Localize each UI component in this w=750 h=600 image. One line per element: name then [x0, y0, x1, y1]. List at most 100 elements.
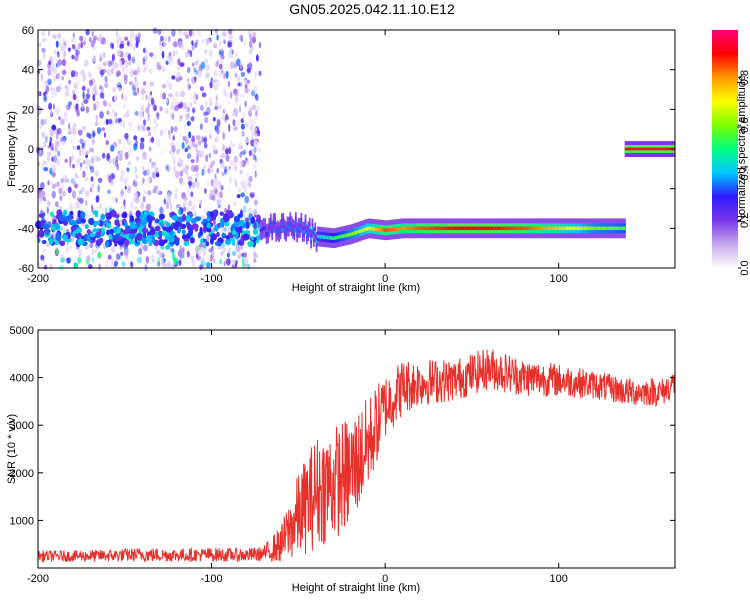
- noise-blob: [108, 158, 112, 164]
- noise-blob: [142, 165, 145, 173]
- noise-blob: [82, 71, 85, 77]
- noise-blob: [229, 139, 233, 148]
- noise-blob: [55, 106, 61, 115]
- trace-core: [589, 226, 592, 231]
- trace-core: [299, 226, 301, 230]
- noise-blob: [98, 263, 101, 271]
- trace-core: [583, 226, 586, 231]
- band-blob: [168, 234, 175, 243]
- trace-core: [587, 226, 590, 231]
- noise-blob: [191, 43, 195, 51]
- band-blob: [124, 239, 130, 247]
- noise-blob: [186, 250, 190, 258]
- y-tick-label: 4000: [10, 373, 34, 385]
- trace-core: [476, 226, 479, 231]
- noise-blob: [53, 103, 55, 110]
- noise-blob: [62, 118, 66, 123]
- noise-blob: [208, 96, 213, 102]
- noise-blob: [128, 81, 133, 86]
- noise-blob: [74, 54, 79, 62]
- noise-blob: [214, 106, 218, 111]
- noise-blob: [213, 187, 219, 194]
- noise-blob: [56, 52, 60, 59]
- band-blob: [171, 214, 179, 221]
- trace-core: [568, 226, 571, 231]
- noise-blob: [214, 186, 217, 195]
- noise-blob: [57, 59, 63, 66]
- band-blob: [92, 228, 99, 233]
- trace-core: [461, 226, 464, 231]
- noise-blob: [168, 82, 173, 91]
- noise-blob: [91, 156, 94, 164]
- noise-blob: [223, 247, 227, 252]
- noise-blob: [193, 67, 197, 73]
- trace-core: [290, 224, 293, 229]
- band-blob: [63, 209, 68, 217]
- noise-blob: [177, 58, 181, 66]
- noise-blob: [76, 80, 80, 85]
- trace-core: [310, 236, 312, 241]
- noise-blob: [37, 42, 43, 48]
- noise-blob: [192, 107, 196, 114]
- band-blob: [256, 214, 261, 222]
- noise-blob: [97, 184, 100, 193]
- noise-blob: [127, 185, 131, 192]
- noise-blob: [92, 94, 96, 102]
- dc-band-core: [624, 147, 675, 151]
- noise-blob: [228, 165, 231, 170]
- noise-blob: [133, 180, 138, 188]
- trace-core: [512, 226, 515, 231]
- noise-blob: [78, 190, 83, 195]
- noise-blob: [216, 127, 220, 135]
- trace-core: [297, 226, 300, 230]
- trace-core: [590, 226, 593, 231]
- trace-core: [321, 235, 324, 239]
- noise-blob: [47, 78, 52, 86]
- noise-blob: [171, 28, 176, 37]
- trace-core: [525, 226, 528, 231]
- trace-core: [326, 235, 329, 240]
- noise-blob: [84, 211, 90, 220]
- noise-blob: [183, 206, 186, 212]
- trace-core: [311, 226, 314, 231]
- noise-blob: [206, 106, 211, 115]
- noise-blob: [254, 116, 259, 121]
- noise-blob: [195, 135, 201, 141]
- noise-blob: [148, 146, 152, 152]
- trace-core: [382, 228, 385, 232]
- noise-blob: [234, 72, 238, 78]
- noise-blob: [81, 85, 86, 91]
- trace-core: [542, 226, 544, 231]
- trace-core: [544, 226, 547, 231]
- noise-blob: [51, 62, 55, 69]
- trace-core: [308, 225, 311, 230]
- x-tick-label: -100: [201, 573, 223, 585]
- noise-blob: [248, 207, 252, 214]
- noise-blob: [119, 43, 124, 49]
- noise-blob: [161, 50, 165, 59]
- noise-blob: [245, 138, 250, 143]
- y-tick-label: 3000: [10, 420, 34, 432]
- noise-blob: [221, 30, 227, 37]
- trace-core: [499, 226, 501, 231]
- trace-core: [356, 230, 358, 235]
- noise-blob: [36, 69, 41, 74]
- trace-core: [276, 228, 279, 232]
- band-blob: [253, 222, 257, 230]
- noise-blob: [149, 81, 155, 87]
- noise-blob: [78, 129, 83, 136]
- noise-blob: [199, 199, 202, 205]
- noise-blob: [215, 61, 220, 68]
- trace-core: [371, 226, 374, 231]
- trace-core: [303, 229, 305, 234]
- noise-blob: [227, 246, 231, 252]
- noise-blob: [210, 254, 213, 262]
- noise-blob: [179, 76, 183, 81]
- band-blob: [138, 226, 142, 233]
- band-blob: [150, 226, 154, 233]
- noise-blob: [162, 92, 166, 100]
- noise-blob: [233, 200, 237, 207]
- noise-blob: [145, 256, 150, 264]
- band-blob: [122, 211, 128, 219]
- trace-core: [275, 230, 278, 234]
